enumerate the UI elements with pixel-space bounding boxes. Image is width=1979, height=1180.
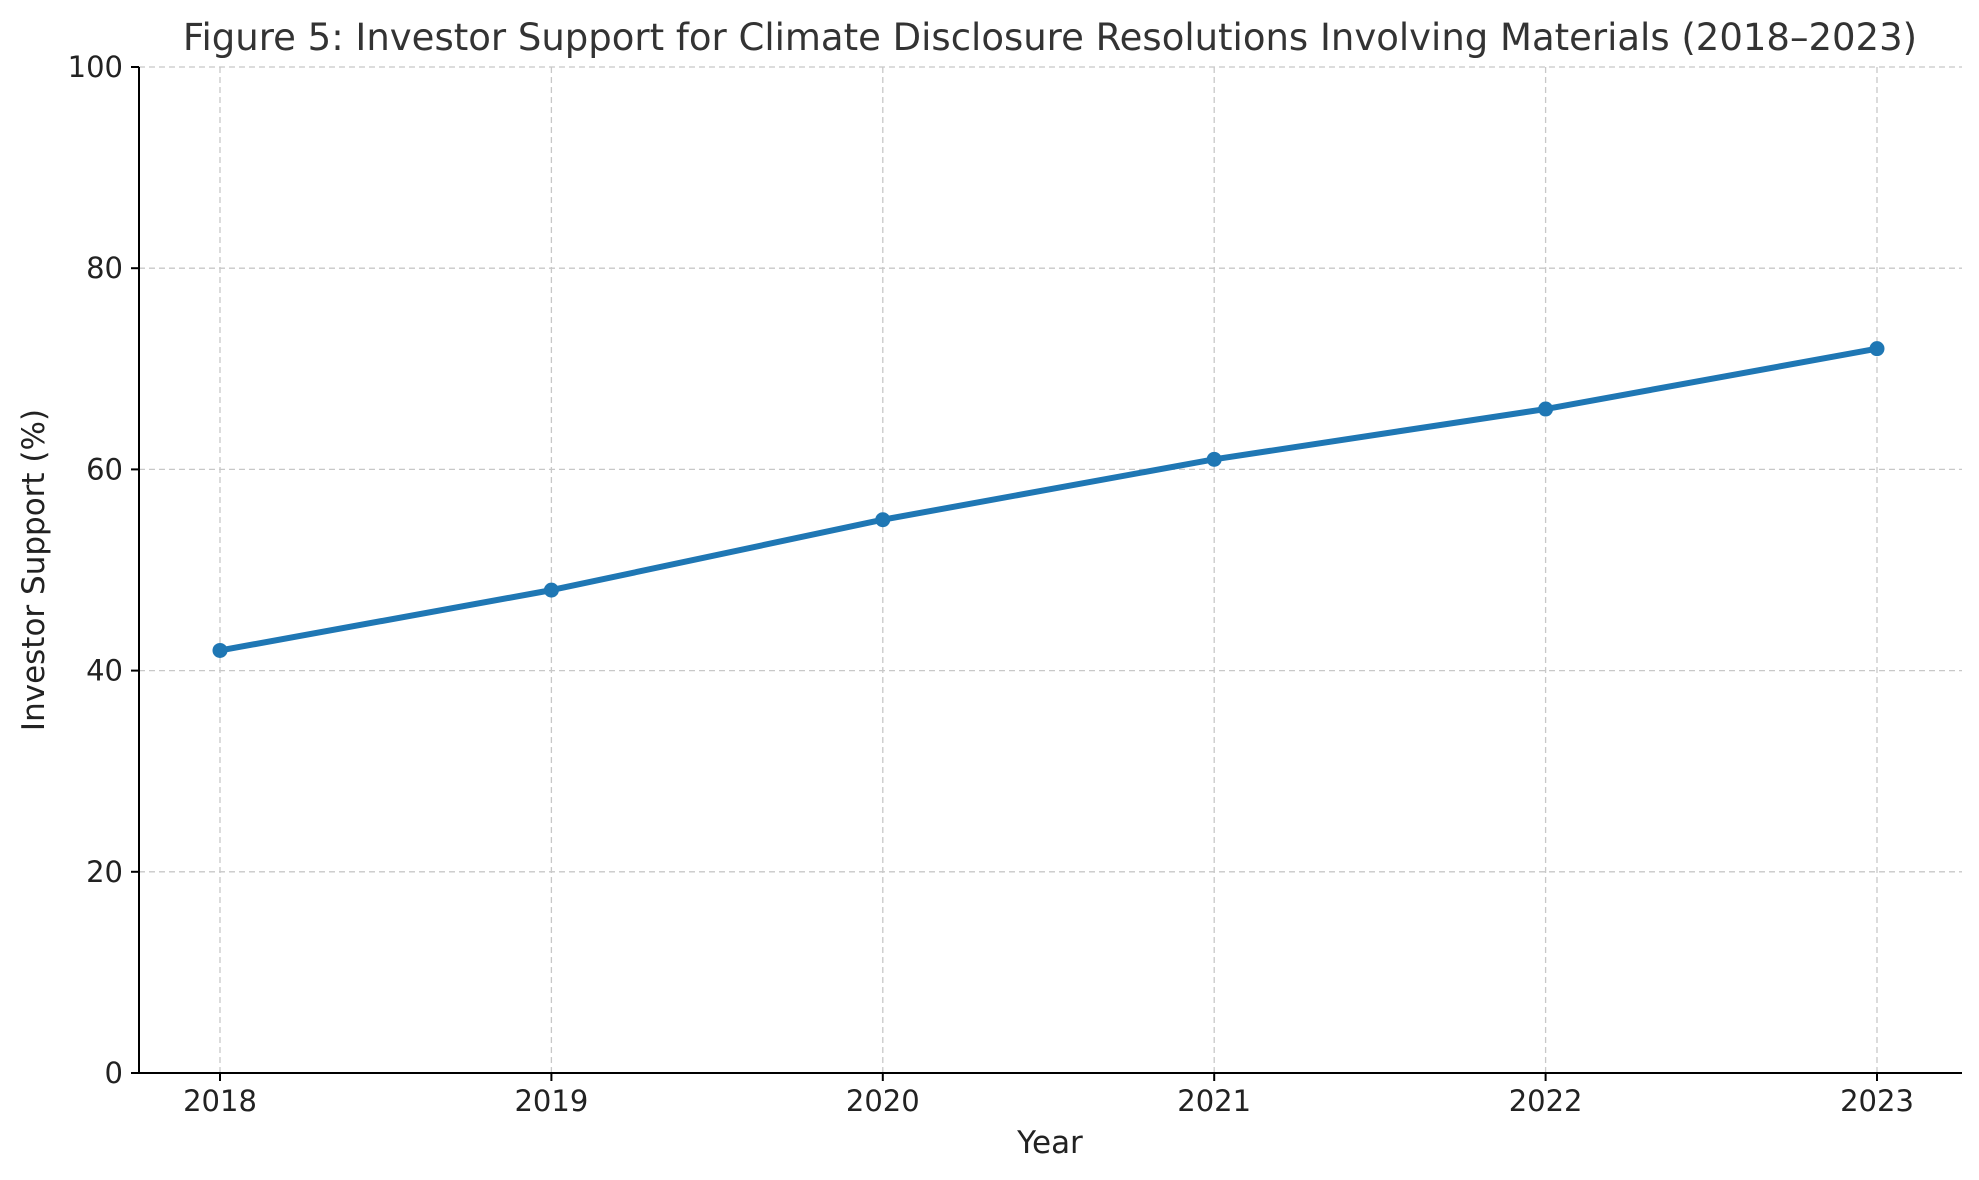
data-point xyxy=(1538,401,1554,417)
y-tick-label: 40 xyxy=(86,654,123,688)
x-gridlines xyxy=(219,67,1878,1073)
data-point xyxy=(1206,451,1222,467)
series-group xyxy=(212,341,1885,658)
y-tick-label: 80 xyxy=(86,251,123,285)
y-gridlines xyxy=(139,66,1962,1074)
y-tick-label: 60 xyxy=(86,452,123,486)
chart-title: Figure 5: Investor Support for Climate D… xyxy=(183,16,1917,59)
y-tick-label: 20 xyxy=(86,855,123,889)
x-axis-ticks: 2018 2019 2020 2021 2022 2023 xyxy=(183,1073,1914,1118)
x-axis-label: Year xyxy=(1016,1125,1083,1161)
x-tick-label: 2021 xyxy=(1177,1084,1251,1118)
y-tick-label: 100 xyxy=(68,50,123,84)
data-point xyxy=(1869,341,1885,357)
y-axis-label: Investor Support (%) xyxy=(16,409,52,731)
axes xyxy=(138,67,1962,1074)
x-tick-label: 2020 xyxy=(846,1084,920,1118)
data-point xyxy=(875,512,891,528)
x-tick-label: 2019 xyxy=(514,1084,588,1118)
data-point xyxy=(212,642,228,658)
data-point xyxy=(543,582,559,598)
x-tick-label: 2018 xyxy=(183,1084,257,1118)
series-line xyxy=(217,345,1880,654)
x-tick-label: 2022 xyxy=(1509,1084,1583,1118)
y-axis-ticks: 0 20 40 60 80 100 xyxy=(68,50,139,1090)
y-tick-label: 0 xyxy=(105,1056,123,1090)
x-tick-label: 2023 xyxy=(1840,1084,1914,1118)
